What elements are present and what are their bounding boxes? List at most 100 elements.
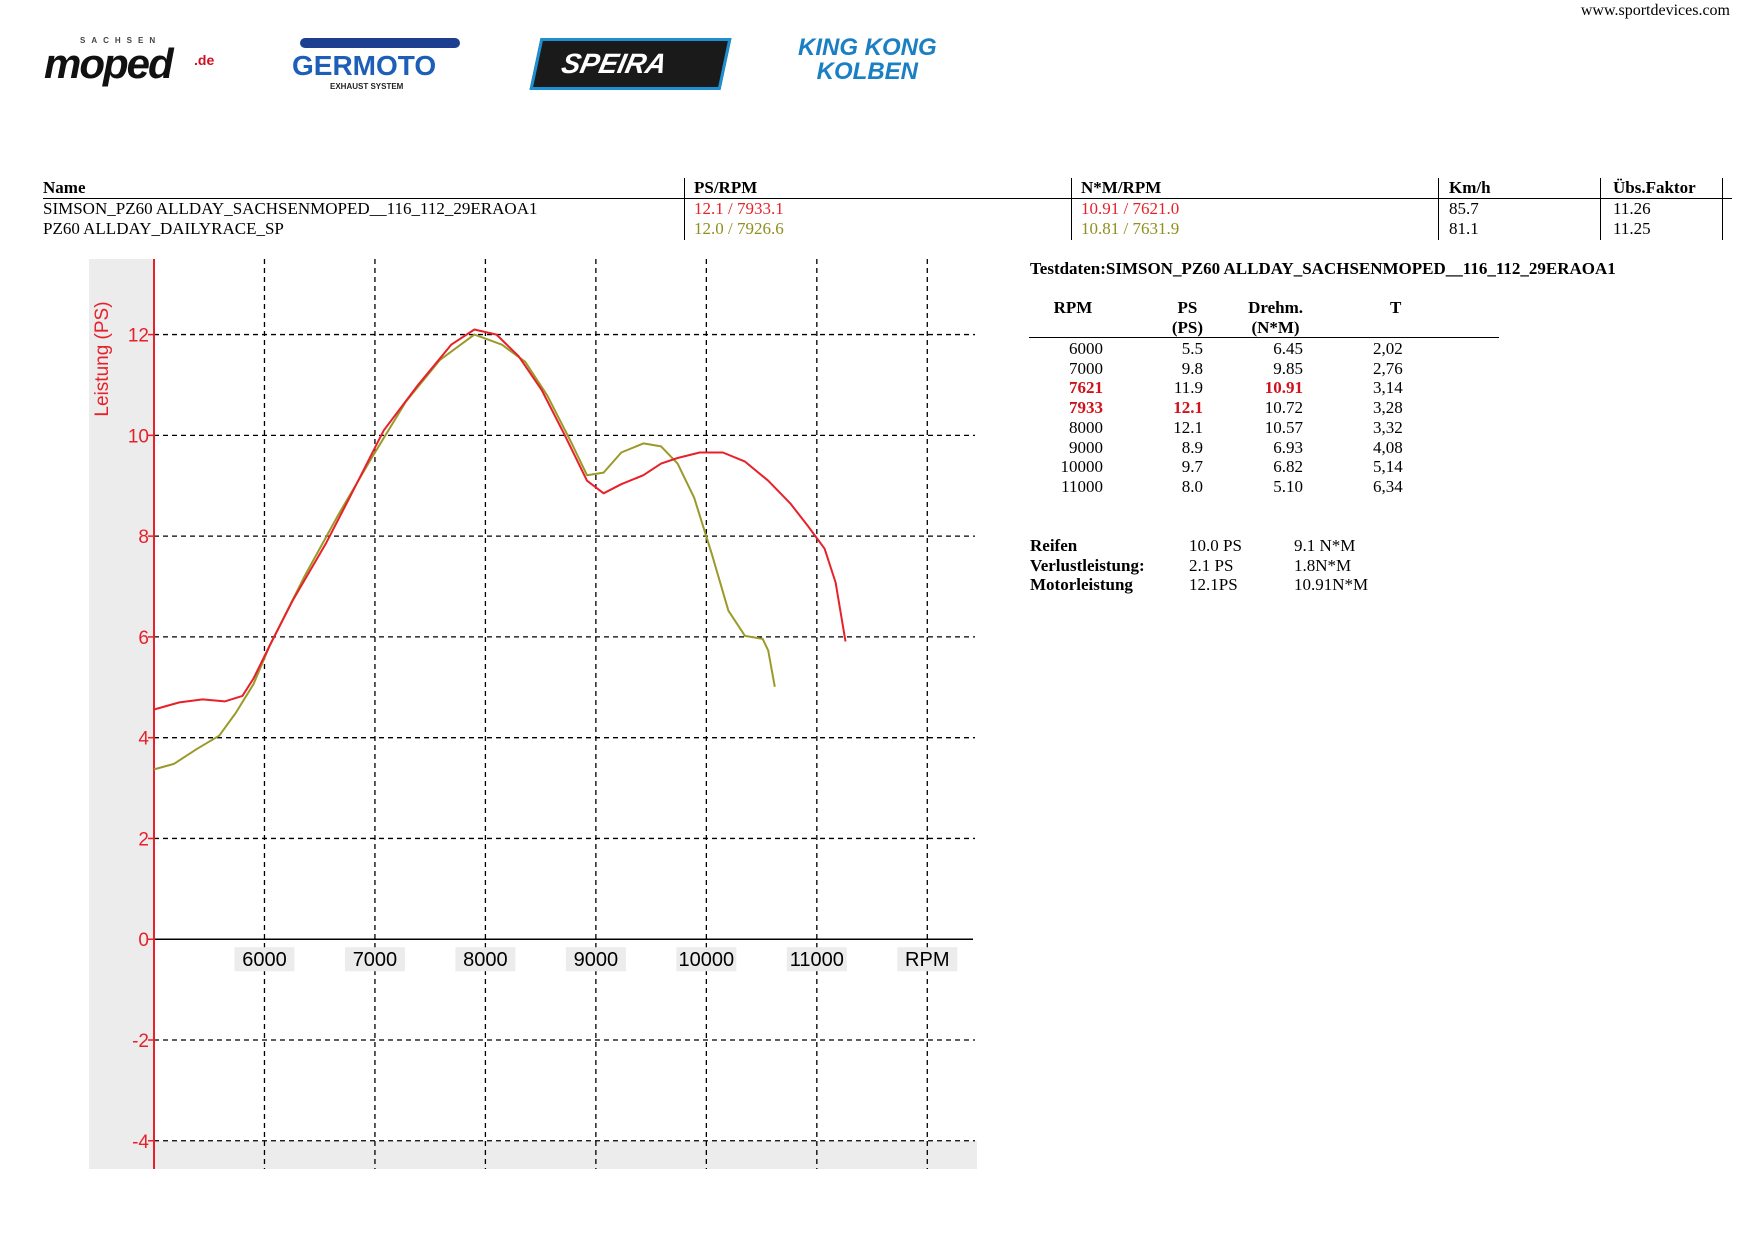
x-tick-label: 8000: [463, 949, 508, 971]
summary-value: 10.0 PS: [1189, 536, 1242, 555]
header-rule: [1029, 337, 1499, 338]
y-tick-label: 6: [138, 628, 149, 649]
table-cell: 10000: [1060, 457, 1104, 477]
column-header-line: Drehm.: [1248, 298, 1303, 317]
logo-kingkong: KING KONG KOLBEN: [798, 36, 937, 84]
table-cell: 3,32: [1373, 417, 1403, 437]
column-separator: [1600, 178, 1601, 240]
table-cell: 6.45: [1273, 339, 1303, 358]
table-cell: 2,76: [1373, 358, 1403, 378]
summary-label: Reifen: [1030, 536, 1078, 555]
table-cell: 8.0: [1181, 476, 1203, 496]
plot-area: [154, 259, 977, 1141]
table-cell: 11.25: [1613, 219, 1651, 238]
table-cell: 10.57: [1264, 417, 1303, 437]
summary-value: 2.1 PS: [1189, 555, 1234, 575]
column-header-line: PS: [1177, 298, 1198, 317]
test-data: Testdaten:SIMSON_PZ60 ALLDAY_SACHSENMOPE…: [1029, 259, 1616, 595]
logo-text: KOLBEN: [816, 58, 918, 85]
table-cell: 5,14: [1373, 457, 1403, 477]
logo-moped: SACHSEN moped .de: [44, 36, 224, 87]
x-tick-label-bg: [344, 947, 405, 972]
column-header: RPM: [1043, 298, 1103, 318]
table-cell: 3,14: [1373, 378, 1403, 398]
table-cell: 6000: [1069, 339, 1103, 358]
x-tick-label: RPM: [905, 949, 949, 971]
logo-text: EXHAUST SYSTEM: [330, 82, 404, 91]
summary-value: 1.8N*M: [1294, 555, 1352, 575]
table-cell: 12.1 / 7933.1: [694, 199, 784, 218]
x-tick-label: 10000: [679, 949, 735, 971]
logo-text: .de: [194, 52, 215, 68]
website: www.sportdevices.com: [1580, 2, 1730, 19]
table-cell: 9.8: [1181, 358, 1203, 378]
column-header-line: RPM: [1053, 298, 1093, 317]
column-separator: [684, 178, 685, 240]
column-header: Name: [43, 178, 86, 197]
x-tick-label: 9000: [574, 949, 619, 971]
table-cell: 9.7: [1181, 457, 1203, 477]
test-data-title: Testdaten:SIMSON_PZ60 ALLDAY_SACHSENMOPE…: [1030, 259, 1616, 278]
table-cell: 10.81 / 7631.9: [1081, 219, 1180, 238]
logo-text: GERMOTO: [292, 50, 437, 81]
x-tick-label-bg: [455, 947, 516, 972]
column-header: T: [1390, 298, 1401, 318]
x-tick-label-bg: [897, 947, 958, 972]
y-tick-label: -4: [132, 1132, 149, 1153]
table-cell: 4,08: [1373, 437, 1403, 457]
table-cell: 6.93: [1273, 437, 1303, 457]
column-separator: [1071, 178, 1072, 240]
table-cell: 85.7: [1449, 199, 1479, 218]
y-tick-label: 0: [138, 930, 149, 951]
table-cell: 2,02: [1373, 339, 1403, 358]
data-line: [153, 333, 776, 771]
table-cell: 5.10: [1273, 476, 1303, 496]
column-header: Drehm. (N*M): [1248, 298, 1303, 337]
logo-text: SACHSEN: [80, 36, 162, 45]
column-header-line: T: [1390, 298, 1402, 317]
table-cell: 7621: [1069, 378, 1103, 398]
summary-label: Verlustleistung:: [1030, 555, 1145, 575]
summary-label: Motorleistung: [1030, 575, 1133, 595]
column-separator: [1722, 178, 1723, 240]
summary-value: 12.1PS: [1189, 575, 1238, 595]
table-cell: 10.72: [1264, 398, 1303, 418]
table-cell: 81.1: [1449, 219, 1479, 238]
x-tick-label-bg: [786, 947, 847, 972]
table-cell: 8.9: [1181, 437, 1203, 457]
logo-text: KING KONG: [798, 34, 937, 61]
x-tick-label-bg: [234, 947, 295, 972]
column-header-line: (PS): [1171, 317, 1203, 337]
x-tick-label: 7000: [353, 949, 398, 971]
table-cell: SIMSON_PZ60 ALLDAY_SACHSENMOPED__116_112…: [43, 199, 538, 218]
table-cell: 10.91: [1264, 378, 1303, 398]
y-tick-label: 4: [138, 729, 149, 750]
table-cell: 10.91 / 7621.0: [1081, 199, 1180, 218]
column-header: PS/RPM: [694, 178, 758, 197]
table-cell: 7933: [1069, 398, 1103, 418]
table-cell: 9000: [1069, 437, 1103, 457]
logo-text: moped: [44, 40, 174, 87]
table-cell: 5.5: [1181, 339, 1203, 358]
table-cell: 3,28: [1373, 398, 1403, 418]
table-cell: PZ60 ALLDAY_DAILYRACE_SP: [43, 219, 284, 238]
y-tick-label: -2: [132, 1031, 149, 1052]
table-cell: 11.9: [1173, 378, 1203, 398]
x-tick-label-bg: [676, 947, 737, 972]
table-cell: 12.1: [1173, 417, 1203, 437]
table-cell: 12.0 / 7926.6: [694, 219, 784, 238]
table-cell: 11000: [1061, 476, 1103, 496]
comparison-table: Name PS/RPM N*M/RPM Km/h Übs.Faktor SIMSON_PZ…: [0, 0, 1755, 250]
y-tick-label: 12: [128, 326, 149, 347]
summary-value: 10.91N*M: [1294, 575, 1369, 595]
table-cell: 6.82: [1273, 457, 1303, 477]
table-cell: 6,34: [1373, 476, 1403, 496]
table-cell: 7000: [1069, 358, 1103, 378]
x-tick-label-bg: [565, 947, 626, 972]
table-cell: 12.1: [1173, 398, 1203, 418]
column-separator: [1438, 178, 1439, 240]
y-tick-label: 8: [138, 527, 149, 548]
data-line: [153, 328, 847, 711]
table-cell: 8000: [1069, 417, 1103, 437]
